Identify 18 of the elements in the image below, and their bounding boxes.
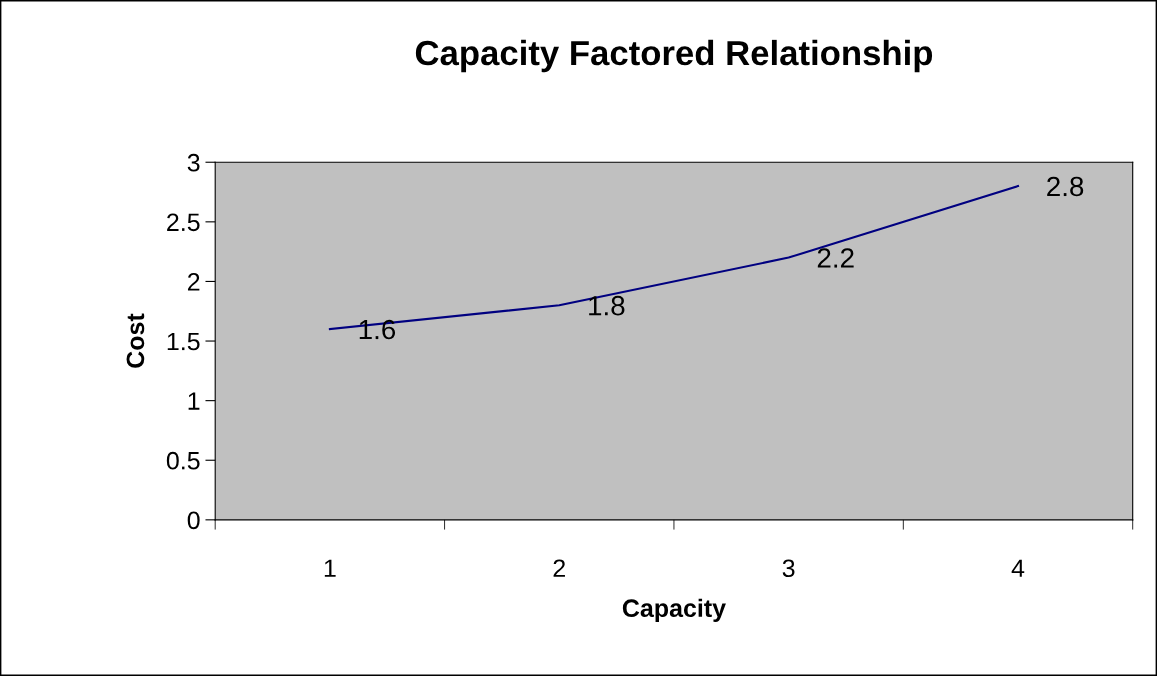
y-tick-label: 0: [187, 511, 200, 530]
data-label: 1.6: [359, 319, 396, 340]
y-axis-title: Cost: [126, 313, 145, 368]
x-tick-label: 1: [324, 559, 336, 577]
y-tick-label: 1: [188, 392, 200, 410]
chart-title: Capacity Factored Relationship: [415, 39, 933, 73]
y-tick-label: 2: [187, 273, 200, 291]
data-label: 2.8: [1047, 176, 1084, 197]
y-tick-label: 0.5: [166, 451, 200, 470]
data-label: 2.2: [817, 248, 854, 268]
x-tick-label: 2: [553, 559, 565, 577]
x-axis-title: Capacity: [622, 598, 726, 623]
y-tick-label: 2.5: [167, 213, 200, 232]
x-tick-label: 3: [782, 559, 795, 578]
x-tick-label: 4: [1011, 559, 1025, 577]
y-tick-label: 1.5: [167, 332, 200, 351]
y-tick-label: 3: [187, 153, 200, 172]
data-label: 1.8: [589, 295, 625, 316]
